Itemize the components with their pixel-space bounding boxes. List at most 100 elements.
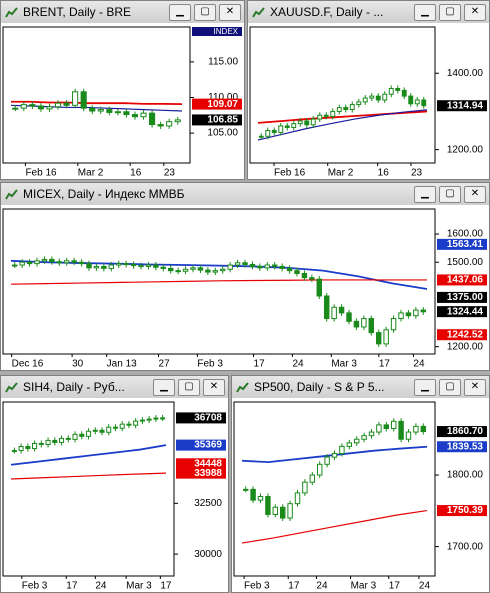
- x-tick-label: Dec 16: [12, 359, 44, 370]
- candle: [106, 109, 113, 113]
- y-tick-label: 115.00: [208, 57, 238, 68]
- candle: [65, 437, 71, 440]
- window-buttons: ▁ ▢ ✕: [153, 379, 225, 396]
- candle: [414, 99, 420, 105]
- price-badge-label: 1860.70: [447, 426, 484, 437]
- x-tick-label: 16: [378, 168, 390, 179]
- candle: [401, 89, 407, 97]
- price-badge-label: 109.07: [207, 99, 238, 110]
- candle: [46, 106, 53, 110]
- candle: [139, 419, 145, 422]
- candle: [38, 442, 44, 445]
- close-button[interactable]: ✕: [464, 4, 486, 21]
- x-tick-label: 24: [316, 581, 328, 592]
- candle: [114, 111, 121, 114]
- candle: [59, 437, 65, 443]
- candle: [330, 110, 336, 117]
- candle: [219, 268, 226, 272]
- price-badge-label: 106.85: [207, 115, 238, 126]
- candle: [309, 277, 315, 280]
- plot-frame: [2, 401, 175, 577]
- close-button[interactable]: ✕: [464, 379, 486, 396]
- icon-line: [5, 7, 18, 18]
- candle: [160, 266, 167, 269]
- candle: [265, 130, 271, 137]
- x-tick-label: 27: [159, 359, 171, 370]
- window-buttons: ▁ ▢ ✕: [414, 186, 486, 203]
- candle: [12, 107, 19, 110]
- moving-average: [257, 109, 428, 141]
- candle: [89, 107, 96, 112]
- candle: [395, 88, 401, 91]
- maximize-button[interactable]: ▢: [439, 4, 461, 21]
- candle: [383, 424, 390, 429]
- x-tick-label: Jan 13: [107, 359, 137, 370]
- plot-frame: [233, 401, 436, 577]
- candle: [390, 318, 397, 331]
- candle: [56, 261, 63, 264]
- x-tick-label: Mar 2: [328, 168, 354, 179]
- candle: [112, 426, 118, 429]
- maximize-button[interactable]: ▢: [178, 379, 200, 396]
- candle: [108, 264, 115, 269]
- maximize-button[interactable]: ▢: [439, 186, 461, 203]
- icon-line: [252, 7, 265, 18]
- candle: [166, 121, 173, 127]
- x-tick-label: 24: [95, 581, 107, 592]
- candle: [167, 267, 174, 272]
- price-badge: [176, 467, 226, 479]
- title-bar: SP500, Daily - S & P 5... ▁ ▢ ✕: [232, 376, 489, 398]
- axis-header: INDEX: [214, 27, 239, 36]
- candle: [361, 435, 367, 440]
- candle: [123, 111, 130, 116]
- candle: [25, 446, 31, 450]
- price-badge: [192, 114, 242, 126]
- price-badge: [176, 458, 226, 470]
- close-button[interactable]: ✕: [464, 186, 486, 203]
- chart-window: SP500, Daily - S & P 5... ▁ ▢ ✕ 1800.00 1700.…: [231, 375, 490, 593]
- candle: [205, 269, 211, 273]
- candle: [242, 262, 248, 265]
- window-title: SP500, Daily - S & P 5...: [254, 380, 385, 394]
- candle: [26, 261, 33, 265]
- candle: [149, 112, 156, 126]
- y-tick-label: 1700.00: [447, 541, 484, 552]
- candle: [71, 260, 77, 263]
- candle: [398, 420, 404, 440]
- minimize-button[interactable]: ▁: [153, 379, 175, 396]
- price-badge-label: 36708: [194, 413, 222, 424]
- candle: [126, 423, 132, 426]
- candle: [331, 453, 338, 458]
- candle: [130, 263, 137, 267]
- plot-frame: [2, 208, 436, 355]
- minimize-button[interactable]: ▁: [414, 186, 436, 203]
- maximize-button[interactable]: ▢: [439, 379, 461, 396]
- y-tick-label: 110.00: [208, 92, 238, 103]
- window-buttons: ▁ ▢ ✕: [414, 4, 486, 21]
- x-tick-label: 16: [130, 168, 142, 179]
- candle: [250, 488, 256, 501]
- close-button[interactable]: ✕: [203, 379, 225, 396]
- candle: [106, 426, 112, 433]
- candle: [339, 445, 345, 455]
- maximize-button[interactable]: ▢: [194, 4, 216, 21]
- candle: [249, 263, 256, 267]
- close-button[interactable]: ✕: [219, 4, 241, 21]
- minimize-button[interactable]: ▁: [169, 4, 191, 21]
- candle: [362, 97, 368, 103]
- candle: [99, 429, 105, 433]
- candle: [323, 295, 330, 320]
- chart-icon: [5, 382, 18, 393]
- candle: [284, 125, 290, 128]
- title-bar: BRENT, Daily - BRE ▁ ▢ ✕: [1, 1, 244, 23]
- candle: [287, 503, 293, 519]
- window-buttons: ▁ ▢ ✕: [414, 379, 486, 396]
- candle: [49, 258, 55, 263]
- candle: [54, 102, 62, 108]
- x-tick-label: Feb 3: [22, 581, 48, 592]
- chart-window: BRENT, Daily - BRE ▁ ▢ ✕ INDEX 115.00 110.00 10…: [0, 0, 245, 180]
- candle: [390, 420, 397, 429]
- minimize-button[interactable]: ▁: [414, 4, 436, 21]
- candle: [190, 267, 196, 270]
- minimize-button[interactable]: ▁: [414, 379, 436, 396]
